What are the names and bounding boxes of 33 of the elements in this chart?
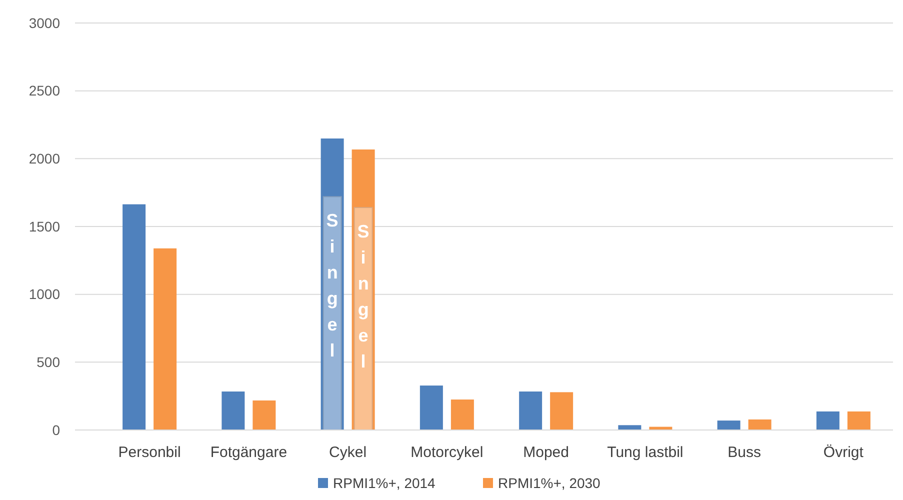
x-tick-label: Personbil	[118, 444, 181, 461]
y-tick-label: 3000	[28, 14, 60, 31]
bar	[222, 392, 245, 430]
bar	[816, 411, 840, 430]
bar	[154, 248, 177, 430]
legend-label: RPMI1%+, 2014	[333, 475, 436, 491]
y-tick-label: 1000	[28, 286, 60, 302]
series-label: Singel	[357, 222, 370, 372]
x-tick-label: Övrigt	[823, 444, 864, 461]
bar	[519, 392, 542, 430]
x-tick-label: Fotgängare	[210, 444, 288, 461]
legend-label: RPMI1%+, 2030	[498, 475, 601, 491]
x-tick-label: Moped	[523, 444, 569, 461]
bar	[550, 392, 574, 430]
bar	[420, 386, 443, 430]
bar	[748, 419, 772, 430]
x-tick-label: Tung lastbil	[607, 444, 684, 461]
y-tick-label: 1500	[28, 218, 60, 234]
bar	[252, 400, 276, 430]
series-label: Singel	[326, 210, 338, 361]
x-tick-label: Buss	[728, 444, 761, 461]
y-tick-label: 2000	[28, 150, 60, 167]
y-tick-label: 2500	[28, 82, 60, 99]
bar	[354, 207, 373, 430]
y-tick-label: 0	[52, 422, 60, 438]
x-tick-label: Cykel	[329, 444, 367, 461]
bar	[717, 420, 740, 430]
bar	[322, 196, 342, 430]
bar	[450, 400, 474, 430]
x-tick-label: Motorcykel	[410, 444, 484, 461]
bar	[122, 204, 146, 430]
bar	[847, 411, 870, 430]
y-tick-label: 500	[36, 354, 60, 370]
